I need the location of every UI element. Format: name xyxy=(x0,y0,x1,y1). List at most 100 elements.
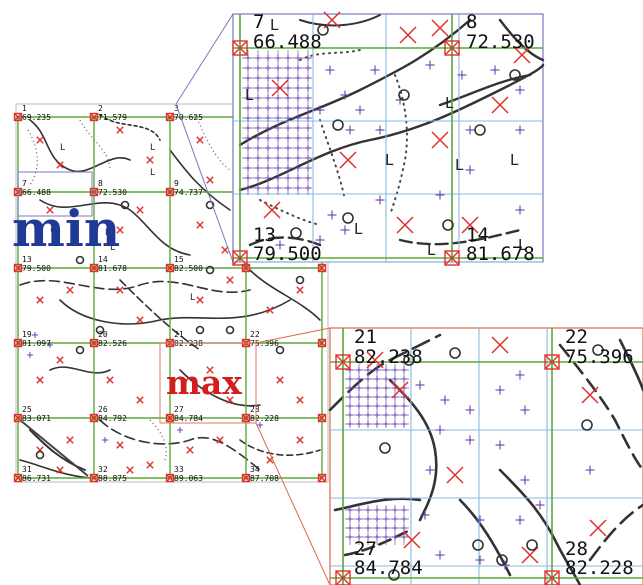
plus-marker xyxy=(255,145,261,151)
plus-marker xyxy=(32,332,38,338)
plus-marker xyxy=(375,195,385,205)
max-label: max xyxy=(166,363,242,402)
circle-symbol xyxy=(398,89,410,101)
plus-marker xyxy=(255,165,261,171)
station-marker xyxy=(89,338,99,348)
plus-marker xyxy=(275,185,281,191)
plus-marker xyxy=(356,516,362,522)
cross-marker xyxy=(391,381,409,399)
circle-symbol xyxy=(592,344,604,356)
plus-marker xyxy=(295,55,301,61)
plus-marker xyxy=(245,65,251,71)
circle-symbol xyxy=(388,569,400,581)
map-point-id: 22 xyxy=(250,330,260,339)
plus-marker xyxy=(347,507,353,513)
plus-marker xyxy=(275,175,281,181)
station-marker xyxy=(165,413,175,423)
station-marker xyxy=(89,263,99,273)
plus-marker xyxy=(375,125,385,135)
map-point-id: 21 xyxy=(174,330,184,339)
cross-marker xyxy=(136,396,144,404)
plus-marker xyxy=(365,412,371,418)
plus-marker xyxy=(383,394,389,400)
plus-marker xyxy=(285,105,291,111)
station-marker xyxy=(335,570,351,585)
plus-marker xyxy=(383,534,389,540)
map-point-id: 31 xyxy=(22,465,32,474)
cross-marker xyxy=(36,296,44,304)
station-marker xyxy=(544,354,560,370)
plus-marker xyxy=(305,75,311,81)
station-marker xyxy=(444,40,460,56)
plus-marker xyxy=(285,65,291,71)
plus-marker xyxy=(275,165,281,171)
cross-marker xyxy=(106,376,114,384)
plus-marker xyxy=(305,55,311,61)
plus-marker xyxy=(392,421,398,427)
circle-symbol xyxy=(35,450,45,460)
plus-marker xyxy=(265,125,271,131)
map-point-id: 27 xyxy=(174,405,184,414)
zoom-min-bl-id: 13 xyxy=(253,224,276,246)
map-point-value: 83.071 xyxy=(22,414,51,423)
diagonal-line xyxy=(19,419,89,477)
plus-marker xyxy=(265,65,271,71)
l-symbol: L xyxy=(270,16,279,34)
plus-marker xyxy=(305,175,311,181)
plus-marker xyxy=(245,135,251,141)
plus-marker xyxy=(255,155,261,161)
circle-symbol xyxy=(472,539,484,551)
plus-marker xyxy=(356,412,362,418)
plus-marker xyxy=(457,70,467,80)
plus-marker xyxy=(295,165,301,171)
plus-marker xyxy=(401,516,407,522)
cross-marker xyxy=(396,216,414,234)
l-symbol: L xyxy=(110,243,115,253)
cross-marker xyxy=(339,151,357,169)
plus-marker xyxy=(515,205,525,215)
map-point-value: 70.625 xyxy=(174,113,203,122)
plus-marker xyxy=(285,85,291,91)
plus-marker xyxy=(265,185,271,191)
plus-marker xyxy=(275,145,281,151)
cross-marker xyxy=(431,131,449,149)
cross-marker xyxy=(266,306,274,314)
circle-symbol xyxy=(496,554,508,566)
cross-marker xyxy=(146,461,154,469)
map-point-id: 28 xyxy=(250,405,260,414)
plus-marker xyxy=(265,55,271,61)
plus-marker xyxy=(383,516,389,522)
plus-marker xyxy=(383,376,389,382)
plus-marker xyxy=(245,125,251,131)
map-point-value: 81.678 xyxy=(98,264,127,273)
l-symbol: L xyxy=(354,220,363,238)
station-marker xyxy=(13,338,23,348)
circle-symbol xyxy=(50,225,60,235)
cross-marker xyxy=(226,396,234,404)
plus-marker xyxy=(347,403,353,409)
map-point-value: 74.737 xyxy=(174,188,203,197)
plus-marker xyxy=(392,412,398,418)
l-symbol: L xyxy=(518,236,527,254)
map-point-value: 66.488 xyxy=(22,188,51,197)
plus-marker xyxy=(295,95,301,101)
cross-marker xyxy=(403,531,421,549)
plus-marker xyxy=(305,85,311,91)
plus-marker xyxy=(340,225,350,235)
station-marker xyxy=(444,250,460,266)
plus-marker xyxy=(365,516,371,522)
plus-marker xyxy=(347,394,353,400)
map-point-id: 3 xyxy=(174,104,179,113)
plus-marker xyxy=(435,190,445,200)
cross-marker xyxy=(146,156,154,164)
map-point-value: 79.500 xyxy=(22,264,51,273)
cross-marker xyxy=(461,216,479,234)
plus-marker xyxy=(177,427,183,433)
map-point-value: 82.526 xyxy=(98,339,127,348)
plus-marker xyxy=(285,135,291,141)
plus-marker xyxy=(265,135,271,141)
l-symbol: L xyxy=(60,143,65,153)
l-symbol: L xyxy=(150,143,155,153)
plus-marker xyxy=(265,165,271,171)
map-point-id: 20 xyxy=(98,330,108,339)
